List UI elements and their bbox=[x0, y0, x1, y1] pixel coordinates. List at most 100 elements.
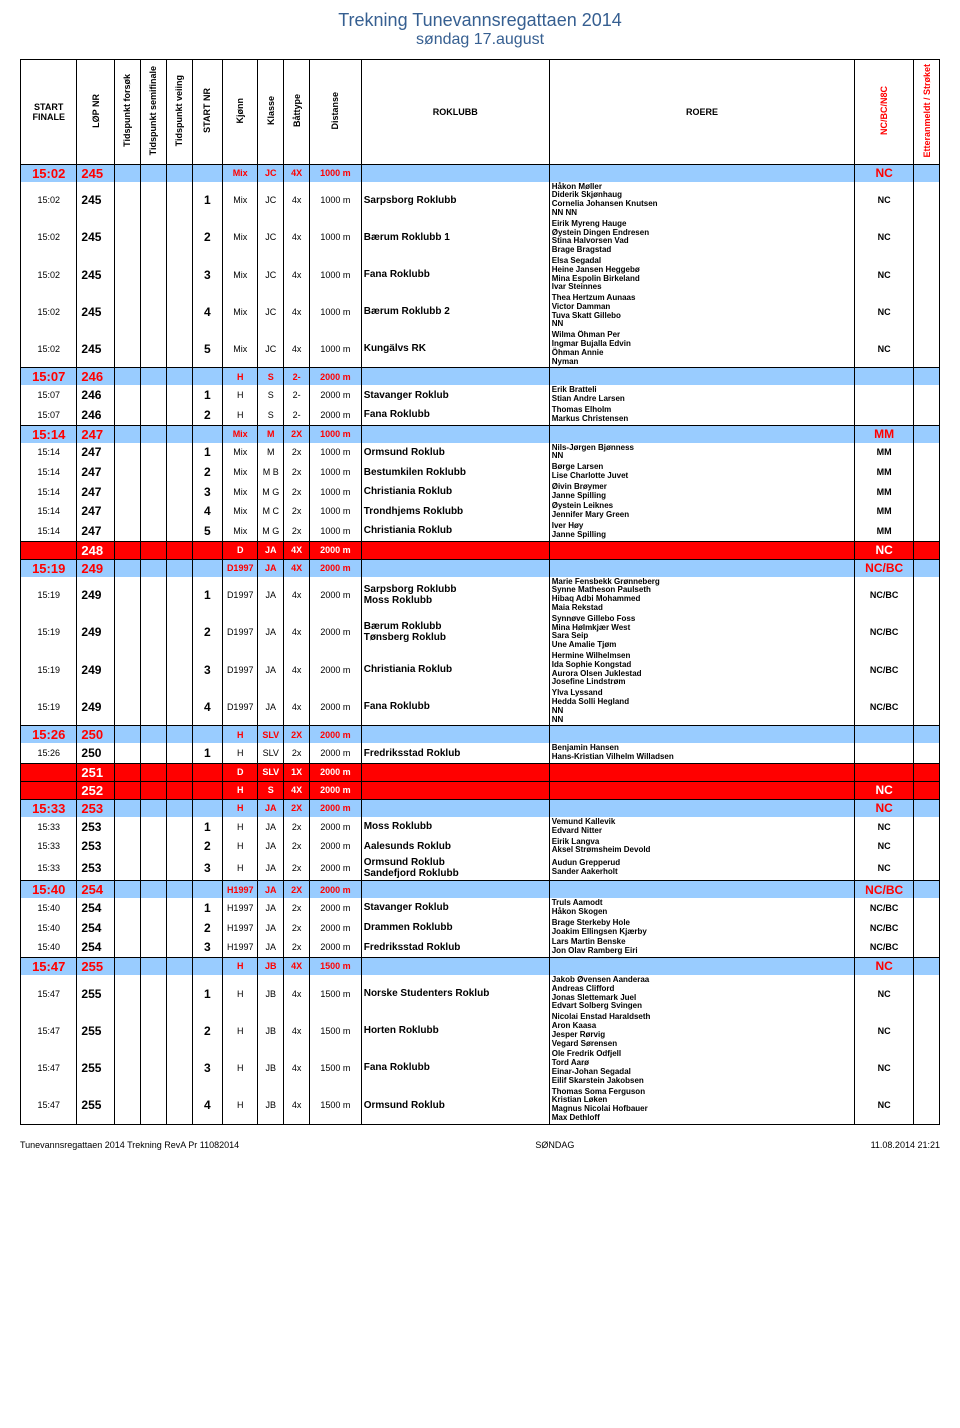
row-kj: H bbox=[223, 1087, 258, 1125]
row-roere: Erik BratteliStian Andre Larsen bbox=[549, 385, 855, 405]
row-empty bbox=[140, 405, 166, 425]
row-empty bbox=[115, 330, 141, 368]
row-empty bbox=[166, 1087, 192, 1125]
row-start: 15:33 bbox=[21, 837, 77, 857]
race-header-row: 15:14247MixM2X1000 mMM bbox=[21, 425, 940, 443]
row-lop: 253 bbox=[77, 817, 115, 837]
row-kl: JB bbox=[258, 1012, 284, 1049]
row-nc: MM bbox=[855, 501, 914, 521]
race-empty bbox=[115, 425, 141, 443]
row-empty bbox=[140, 918, 166, 938]
row-empty bbox=[166, 614, 192, 651]
race-nc: MM bbox=[855, 425, 914, 443]
race-header-row: 15:02245MixJC4X1000 mNC bbox=[21, 164, 940, 182]
row-empty bbox=[914, 385, 940, 405]
row-lop: 250 bbox=[77, 743, 115, 763]
row-di: 2000 m bbox=[310, 743, 362, 763]
row-start: 15:47 bbox=[21, 1049, 77, 1086]
row-empty bbox=[166, 405, 192, 425]
row-empty bbox=[115, 898, 141, 918]
race-empty bbox=[115, 726, 141, 744]
row-di: 2000 m bbox=[310, 856, 362, 881]
table-row: 15:142471MixM2x1000 mOrmsund RoklubNils-… bbox=[21, 443, 940, 463]
col-ts: Tidspunkt semifinale bbox=[140, 60, 166, 165]
row-empty bbox=[914, 614, 940, 651]
table-row: 15:262501HSLV2x2000 mFredriksstad Roklub… bbox=[21, 743, 940, 763]
row-kj: Mix bbox=[223, 501, 258, 521]
row-di: 1000 m bbox=[310, 182, 362, 219]
row-di: 2000 m bbox=[310, 837, 362, 857]
col-nc: NC/BC/N8C bbox=[855, 60, 914, 165]
row-empty bbox=[140, 1087, 166, 1125]
row-nc: NC/BC bbox=[855, 651, 914, 688]
row-nc: NC bbox=[855, 1087, 914, 1125]
row-lop: 255 bbox=[77, 1012, 115, 1049]
race-empty bbox=[361, 781, 549, 799]
row-kl: JC bbox=[258, 293, 284, 330]
row-roere: Truls AamodtHåkon Skogen bbox=[549, 898, 855, 918]
row-kj: H bbox=[223, 975, 258, 1012]
race-empty bbox=[914, 763, 940, 781]
race-di: 2000 m bbox=[310, 763, 362, 781]
row-di: 1000 m bbox=[310, 443, 362, 463]
row-club: Bærum Roklubb 1 bbox=[361, 219, 549, 256]
row-snr: 2 bbox=[192, 405, 223, 425]
race-start: 15:40 bbox=[21, 881, 77, 899]
row-kl: JC bbox=[258, 182, 284, 219]
table-row: 15:072462HS2-2000 mFana RoklubbThomas El… bbox=[21, 405, 940, 425]
row-empty bbox=[914, 1049, 940, 1086]
race-start: 15:14 bbox=[21, 425, 77, 443]
race-empty bbox=[192, 425, 223, 443]
row-empty bbox=[140, 651, 166, 688]
row-start: 15:19 bbox=[21, 651, 77, 688]
race-nc bbox=[855, 763, 914, 781]
race-nc: NC/BC bbox=[855, 881, 914, 899]
race-empty bbox=[115, 164, 141, 182]
row-nc: NC bbox=[855, 817, 914, 837]
row-club: Sarpsborg Roklubb bbox=[361, 182, 549, 219]
row-bt: 2x bbox=[284, 743, 310, 763]
race-bt: 2X bbox=[284, 425, 310, 443]
row-roere: Nils-Jørgen BjønnessNN bbox=[549, 443, 855, 463]
row-lop: 245 bbox=[77, 219, 115, 256]
row-club: Ormsund Roklub bbox=[361, 1087, 549, 1125]
race-empty bbox=[140, 425, 166, 443]
row-lop: 247 bbox=[77, 501, 115, 521]
row-kj: D1997 bbox=[223, 651, 258, 688]
race-bt: 2X bbox=[284, 881, 310, 899]
row-club: Ormsund Roklub bbox=[361, 443, 549, 463]
row-empty bbox=[166, 443, 192, 463]
row-kl: JC bbox=[258, 219, 284, 256]
race-empty bbox=[914, 559, 940, 577]
race-kl: JA bbox=[258, 559, 284, 577]
row-start: 15:40 bbox=[21, 898, 77, 918]
table-row: 15:402542H1997JA2x2000 mDrammen RoklubbB… bbox=[21, 918, 940, 938]
row-snr: 1 bbox=[192, 898, 223, 918]
row-nc: NC bbox=[855, 219, 914, 256]
row-bt: 2x bbox=[284, 462, 310, 482]
row-roere: Lars Martin BenskeJon Olav Ramberg Eiri bbox=[549, 937, 855, 957]
row-bt: 2x bbox=[284, 521, 310, 541]
row-snr: 2 bbox=[192, 614, 223, 651]
race-lop: 245 bbox=[77, 164, 115, 182]
row-roere: Ole Fredrik OdfjellTord AarøEinar-Johan … bbox=[549, 1049, 855, 1086]
row-empty bbox=[140, 856, 166, 881]
row-empty bbox=[914, 501, 940, 521]
row-lop: 245 bbox=[77, 293, 115, 330]
race-kl: JC bbox=[258, 164, 284, 182]
row-empty bbox=[115, 521, 141, 541]
row-kl: SLV bbox=[258, 743, 284, 763]
race-empty bbox=[166, 881, 192, 899]
race-empty bbox=[914, 164, 940, 182]
race-empty bbox=[549, 541, 855, 559]
race-header-row: 248DJA4X2000 mNC bbox=[21, 541, 940, 559]
row-roere: Marie Fensbekk GrønnebergSynne Matheson … bbox=[549, 577, 855, 614]
row-roere: Ylva LyssandHedda Solli HeglandNNNN bbox=[549, 688, 855, 726]
row-kl: JA bbox=[258, 614, 284, 651]
race-empty bbox=[549, 957, 855, 975]
row-empty bbox=[166, 1049, 192, 1086]
row-nc: MM bbox=[855, 443, 914, 463]
row-empty bbox=[914, 837, 940, 857]
race-header-row: 15:40254H1997JA2X2000 mNC/BC bbox=[21, 881, 940, 899]
race-empty bbox=[140, 881, 166, 899]
